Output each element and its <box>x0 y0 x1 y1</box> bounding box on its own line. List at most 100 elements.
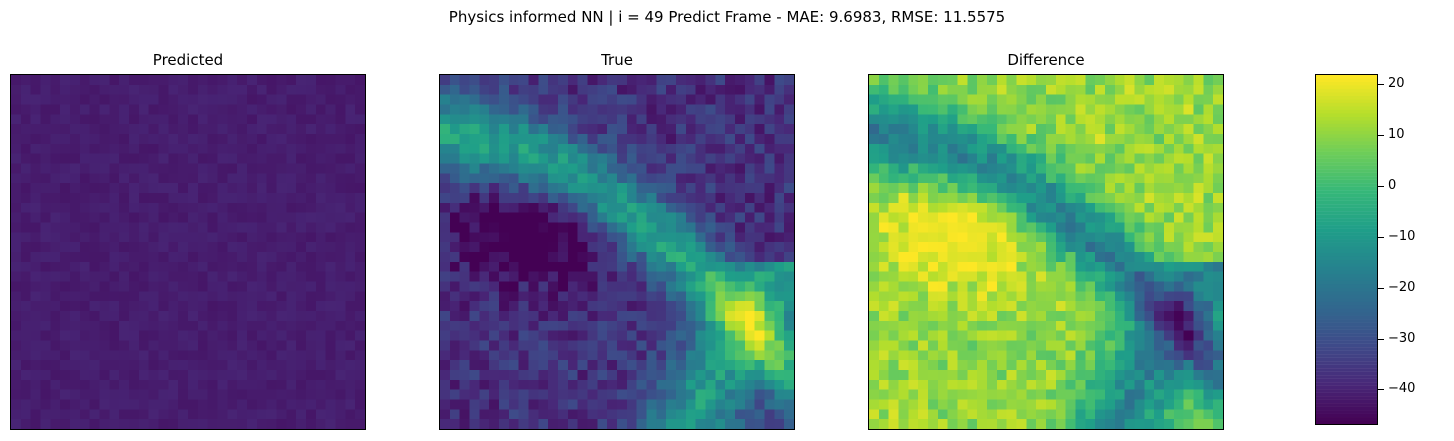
difference-cell <box>1046 202 1057 213</box>
difference-cell <box>1183 419 1194 429</box>
true-cell <box>695 252 706 263</box>
true-cell <box>518 340 529 351</box>
difference-cell <box>1006 212 1017 223</box>
colorbar-segment <box>1316 305 1377 310</box>
colorbar-segment <box>1316 102 1377 107</box>
predicted-cell <box>129 193 140 204</box>
predicted-cell <box>168 291 179 302</box>
true-cell <box>518 261 529 272</box>
difference-cell <box>1026 242 1037 253</box>
difference-cell <box>937 124 948 135</box>
true-cell <box>538 301 549 312</box>
predicted-cell <box>11 124 22 135</box>
true-cell <box>489 301 500 312</box>
difference-cell <box>1193 143 1204 154</box>
true-cell <box>508 173 519 184</box>
true-cell <box>587 370 598 381</box>
difference-cell <box>1075 252 1086 263</box>
predicted-cell <box>109 379 120 390</box>
difference-cell <box>928 193 939 204</box>
difference-cell <box>987 252 998 263</box>
predicted-cell <box>168 114 179 125</box>
difference-cell <box>1134 153 1145 164</box>
true-cell <box>685 114 696 125</box>
difference-cell <box>1105 75 1116 86</box>
predicted-cell <box>188 153 199 164</box>
difference-cell <box>1026 94 1037 105</box>
difference-cell <box>898 94 909 105</box>
predicted-cell <box>109 232 120 243</box>
difference-cell <box>1026 143 1037 154</box>
predicted-cell <box>266 271 277 282</box>
predicted-cell <box>256 232 267 243</box>
predicted-cell <box>197 389 208 400</box>
true-cell <box>617 252 628 263</box>
predicted-cell <box>217 124 228 135</box>
predicted-cell <box>266 183 277 194</box>
colorbar-segment <box>1316 179 1377 184</box>
true-cell <box>754 360 765 371</box>
difference-cell <box>1006 379 1017 390</box>
predicted-cell <box>306 330 317 341</box>
difference-cell <box>1006 163 1017 174</box>
true-cell <box>548 84 559 95</box>
difference-cell <box>1134 281 1145 292</box>
predicted-cell <box>296 252 307 263</box>
predicted-cell <box>60 94 71 105</box>
predicted-cell <box>276 75 287 86</box>
difference-cell <box>967 419 978 429</box>
difference-cell <box>878 419 889 429</box>
predicted-cell <box>60 291 71 302</box>
difference-cell <box>918 222 929 233</box>
predicted-cell <box>197 183 208 194</box>
predicted-cell <box>20 340 31 351</box>
predicted-cell <box>129 370 140 381</box>
difference-cell <box>1144 261 1155 272</box>
difference-cell <box>1105 301 1116 312</box>
predicted-cell <box>306 370 317 381</box>
true-cell <box>607 252 618 263</box>
difference-cell <box>1203 242 1214 253</box>
predicted-cell <box>119 104 130 115</box>
difference-cell <box>1154 153 1165 164</box>
difference-cell <box>967 114 978 125</box>
predicted-cell <box>40 242 51 253</box>
predicted-cell <box>60 143 71 154</box>
predicted-cell <box>119 114 130 125</box>
predicted-cell <box>158 84 169 95</box>
difference-cell <box>987 222 998 233</box>
difference-cell <box>898 124 909 135</box>
true-cell <box>567 173 578 184</box>
difference-cell <box>1075 242 1086 253</box>
difference-cell <box>928 173 939 184</box>
predicted-cell <box>40 202 51 213</box>
true-cell <box>744 340 755 351</box>
predicted-cell <box>79 232 90 243</box>
true-cell <box>695 350 706 361</box>
difference-cell <box>1124 84 1135 95</box>
predicted-cell <box>306 389 317 400</box>
predicted-cell <box>315 202 326 213</box>
predicted-cell <box>99 114 110 125</box>
difference-cell <box>1036 252 1047 263</box>
predicted-cell <box>227 301 238 312</box>
true-cell <box>548 153 559 164</box>
difference-cell <box>1036 261 1047 272</box>
difference-cell <box>918 330 929 341</box>
true-heatmap <box>439 74 795 430</box>
difference-cell <box>1036 271 1047 282</box>
predicted-cell <box>286 212 297 223</box>
true-cell <box>548 399 559 410</box>
colorbar-segment <box>1316 340 1377 344</box>
difference-cell <box>1105 114 1116 125</box>
difference-cell <box>1105 271 1116 282</box>
predicted-cell <box>70 124 81 135</box>
colorbar-segment <box>1316 200 1377 205</box>
predicted-cell <box>129 124 140 135</box>
predicted-cell <box>129 222 140 233</box>
true-cell <box>597 399 608 410</box>
predicted-cell <box>158 183 169 194</box>
difference-cell <box>1213 104 1223 115</box>
true-cell <box>705 340 716 351</box>
predicted-cell <box>197 281 208 292</box>
